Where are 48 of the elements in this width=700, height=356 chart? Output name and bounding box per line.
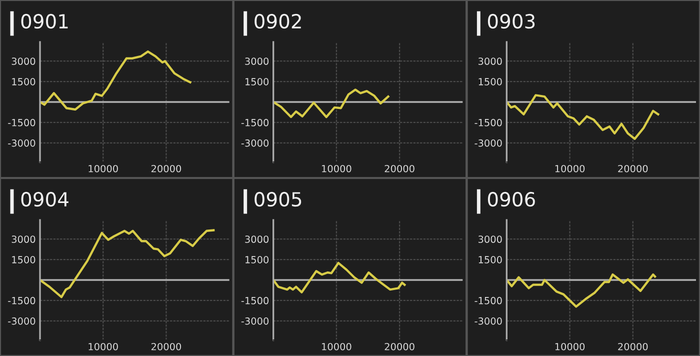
y-tick-label: -1500 — [8, 296, 36, 304]
y-tick-label: 1500 — [478, 78, 502, 86]
line-series — [506, 273, 656, 308]
x-tick-label: 10000 — [88, 164, 118, 172]
y-tick-label: -1500 — [241, 118, 269, 126]
x-tick-label: 10000 — [322, 164, 352, 172]
y-tick-label: 3000 — [245, 236, 269, 243]
line-series — [273, 88, 390, 118]
y-tick-label: 3000 — [478, 236, 502, 243]
y-tick-label: 1500 — [12, 256, 36, 264]
x-tick-label: 20000 — [384, 164, 414, 172]
y-tick-label: 1500 — [245, 256, 269, 264]
y-tick-label: -3000 — [474, 317, 502, 325]
chart-title: 0904 — [21, 192, 68, 207]
y-tick-label: -3000 — [241, 317, 269, 325]
y-tick-label: -1500 — [8, 118, 36, 126]
y-tick-label: -3000 — [241, 139, 269, 147]
x-tick-label: 10000 — [555, 164, 585, 172]
line-series — [273, 262, 406, 294]
x-tick-label: 10000 — [88, 342, 118, 350]
y-tick-label: 1500 — [245, 78, 269, 86]
chart-title: 0901 — [21, 14, 68, 29]
x-tick-label: 20000 — [151, 342, 182, 350]
y-tick-label: -3000 — [8, 317, 36, 325]
y-tick-label: 3000 — [245, 58, 269, 65]
y-tick-label: 3000 — [12, 58, 36, 65]
y-tick-label: -1500 — [241, 296, 269, 304]
y-tick-label: 3000 — [12, 236, 36, 243]
chart-title: 0903 — [488, 14, 535, 29]
chart-title: 0902 — [254, 14, 301, 29]
x-tick-label: 10000 — [555, 342, 585, 350]
x-tick-label: 10000 — [322, 342, 352, 350]
line-series — [506, 94, 660, 140]
line-series — [40, 229, 215, 298]
x-tick-label: 20000 — [618, 342, 648, 350]
x-tick-label: 20000 — [151, 164, 182, 172]
y-tick-label: -1500 — [474, 118, 502, 126]
y-tick-label: 1500 — [12, 78, 36, 86]
chart-title: 0905 — [254, 192, 302, 207]
chart-title: 0906 — [488, 192, 535, 207]
x-tick-label: 20000 — [384, 342, 414, 350]
y-tick-label: 1500 — [478, 256, 502, 264]
line-series — [40, 50, 192, 111]
y-tick-label: -3000 — [8, 139, 36, 147]
y-tick-label: 3000 — [478, 58, 502, 65]
y-tick-label: -1500 — [474, 296, 502, 304]
x-tick-label: 20000 — [618, 164, 648, 172]
y-tick-label: -3000 — [474, 139, 502, 147]
